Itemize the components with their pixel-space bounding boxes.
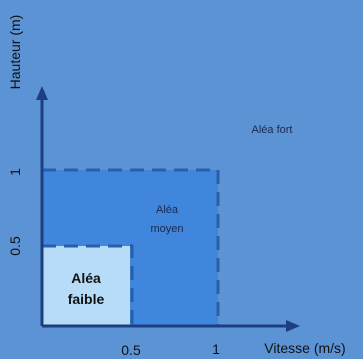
x-tick-label: 1 [212,341,220,357]
boundary-medium [42,168,220,326]
y-tick-label: 1 [7,168,23,176]
y-axis-arrow [36,86,48,100]
x-tick-label: 0.5 [121,342,141,358]
zone-low-label-line2: faible [68,291,105,307]
x-axis-title: Vitesse (m/s) [264,340,345,356]
zone-low [42,246,130,326]
x-axis-arrow [286,320,300,332]
boundary-low [42,244,134,326]
y-axis-title: Hauteur (m) [7,15,23,90]
zone-high-label: Aléa fort [252,124,293,136]
zone-medium-label-line2: moyen [150,223,183,235]
zone-low-label-line1: Aléa [71,270,101,286]
y-tick-label: 0.5 [7,236,23,256]
zone-medium-label-line1: Aléa [156,204,179,216]
